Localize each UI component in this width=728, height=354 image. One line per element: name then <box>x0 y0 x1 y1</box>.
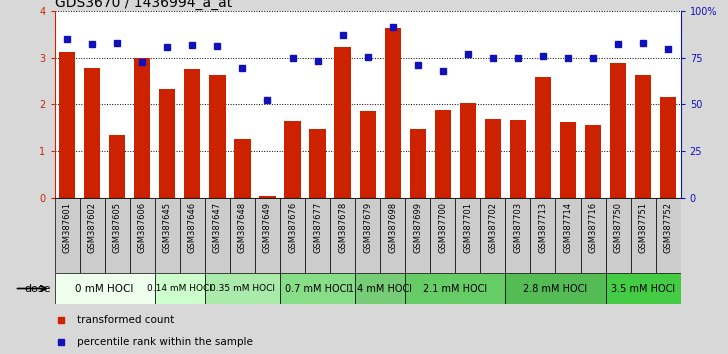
Text: 3.5 mM HOCl: 3.5 mM HOCl <box>611 284 675 293</box>
Text: GSM387606: GSM387606 <box>138 202 147 253</box>
Text: GSM387752: GSM387752 <box>664 202 673 253</box>
Bar <box>130 198 155 273</box>
Bar <box>280 198 305 273</box>
Text: 0.35 mM HOCl: 0.35 mM HOCl <box>210 284 275 293</box>
Bar <box>355 273 405 304</box>
Bar <box>309 129 325 198</box>
Text: 0 mM HOCl: 0 mM HOCl <box>76 284 134 293</box>
Text: GSM387648: GSM387648 <box>238 202 247 253</box>
Text: GSM387649: GSM387649 <box>263 202 272 253</box>
Text: GSM387646: GSM387646 <box>188 202 197 253</box>
Text: dose: dose <box>25 284 51 293</box>
Bar <box>430 198 455 273</box>
Bar <box>105 198 130 273</box>
Bar <box>505 198 531 273</box>
Bar <box>455 198 480 273</box>
Text: GSM387602: GSM387602 <box>87 202 97 253</box>
Text: GSM387698: GSM387698 <box>388 202 397 253</box>
Text: GSM387703: GSM387703 <box>513 202 523 253</box>
Text: GSM387714: GSM387714 <box>563 202 572 253</box>
Bar <box>459 103 476 198</box>
Bar <box>606 198 630 273</box>
Bar <box>405 273 505 304</box>
Text: percentile rank within the sample: percentile rank within the sample <box>76 337 253 347</box>
Bar <box>334 47 351 198</box>
Bar <box>485 119 501 198</box>
Text: GSM387676: GSM387676 <box>288 202 297 253</box>
Bar <box>205 273 280 304</box>
Bar <box>209 75 226 198</box>
Bar <box>360 111 376 198</box>
Bar <box>380 198 405 273</box>
Bar <box>134 57 151 198</box>
Bar <box>84 68 100 198</box>
Text: GDS3670 / 1436994_a_at: GDS3670 / 1436994_a_at <box>55 0 232 10</box>
Text: GSM387699: GSM387699 <box>414 202 422 253</box>
Bar <box>656 198 681 273</box>
Bar <box>159 89 175 198</box>
Text: GSM387645: GSM387645 <box>163 202 172 253</box>
Bar <box>59 52 75 198</box>
Bar <box>535 77 551 198</box>
Text: GSM387647: GSM387647 <box>213 202 222 253</box>
Text: 0.7 mM HOCl: 0.7 mM HOCl <box>285 284 349 293</box>
Text: GSM387716: GSM387716 <box>588 202 598 253</box>
Bar <box>606 273 681 304</box>
Bar <box>635 75 652 198</box>
Bar <box>660 97 676 198</box>
Bar <box>585 125 601 198</box>
Text: GSM387701: GSM387701 <box>463 202 472 253</box>
Bar <box>79 198 105 273</box>
Bar <box>205 198 230 273</box>
Bar <box>480 198 505 273</box>
Bar <box>155 198 180 273</box>
Bar <box>230 198 255 273</box>
Bar <box>184 69 200 198</box>
Text: GSM387679: GSM387679 <box>363 202 372 253</box>
Bar <box>180 198 205 273</box>
Bar <box>555 198 580 273</box>
Bar <box>580 198 606 273</box>
Text: 2.1 mM HOCl: 2.1 mM HOCl <box>423 284 487 293</box>
Bar <box>285 121 301 198</box>
Text: GSM387678: GSM387678 <box>338 202 347 253</box>
Bar <box>384 28 401 198</box>
Bar <box>305 198 330 273</box>
Bar <box>610 63 626 198</box>
Text: GSM387751: GSM387751 <box>638 202 648 253</box>
Bar <box>155 273 205 304</box>
Bar <box>510 120 526 198</box>
Bar <box>410 129 426 198</box>
Bar <box>531 198 555 273</box>
Bar <box>505 273 606 304</box>
Bar <box>330 198 355 273</box>
Text: transformed count: transformed count <box>76 315 174 325</box>
Bar <box>355 198 380 273</box>
Bar <box>109 135 125 198</box>
Bar <box>435 110 451 198</box>
Bar <box>405 198 430 273</box>
Text: GSM387677: GSM387677 <box>313 202 322 253</box>
Bar <box>259 196 276 198</box>
Bar <box>560 122 576 198</box>
Bar <box>55 273 155 304</box>
Text: GSM387750: GSM387750 <box>614 202 622 253</box>
Bar <box>55 198 79 273</box>
Text: 0.14 mM HOCl: 0.14 mM HOCl <box>147 284 213 293</box>
Text: GSM387605: GSM387605 <box>113 202 122 253</box>
Text: GSM387713: GSM387713 <box>539 202 547 253</box>
Text: 2.8 mM HOCl: 2.8 mM HOCl <box>523 284 587 293</box>
Bar <box>255 198 280 273</box>
Text: GSM387702: GSM387702 <box>488 202 497 253</box>
Text: GSM387700: GSM387700 <box>438 202 447 253</box>
Bar <box>234 139 250 198</box>
Text: GSM387601: GSM387601 <box>63 202 71 253</box>
Bar <box>280 273 355 304</box>
Bar <box>630 198 656 273</box>
Text: 1.4 mM HOCl: 1.4 mM HOCl <box>348 284 412 293</box>
